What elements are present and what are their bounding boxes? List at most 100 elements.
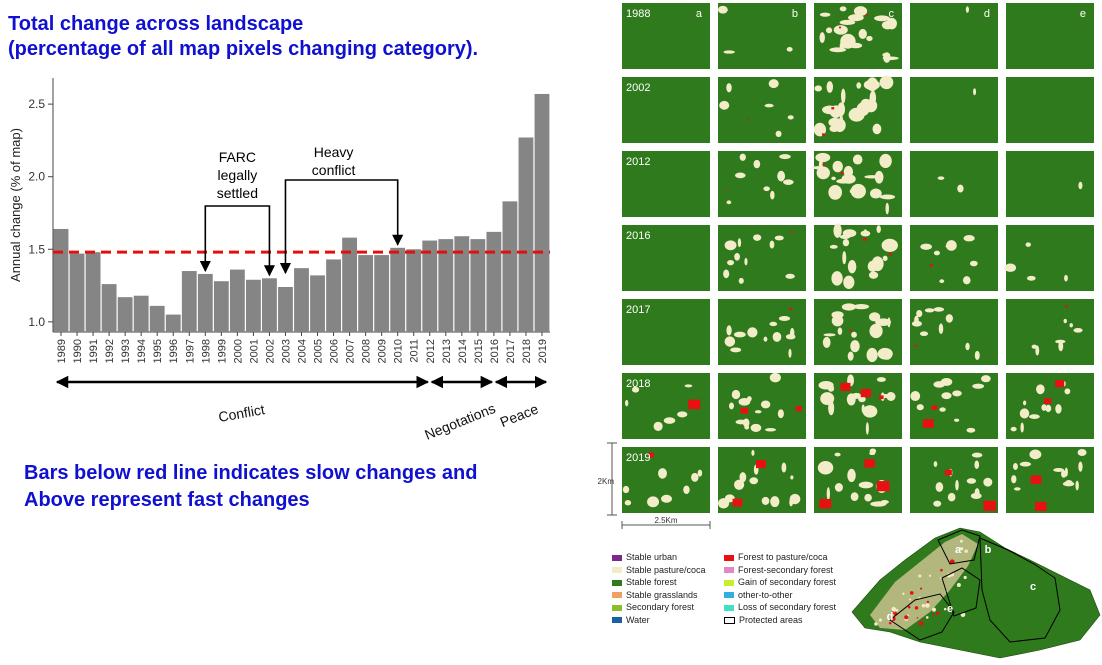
- map-tile: [813, 75, 902, 143]
- pasture-patch: [882, 255, 888, 262]
- pasture-patch: [850, 183, 866, 199]
- overview-patch: [904, 615, 909, 620]
- pasture-patch: [853, 6, 868, 17]
- pasture-patch: [772, 331, 782, 342]
- pasture-patch: [734, 172, 746, 179]
- overview-region: [851, 527, 1101, 659]
- pasture-patch: [866, 347, 878, 363]
- map-row-label: 2018: [626, 378, 650, 390]
- pasture-patch: [850, 340, 860, 353]
- overview-map: a b c d e: [851, 527, 1101, 659]
- pasture-patch: [957, 184, 964, 193]
- pasture-patch: [966, 478, 977, 484]
- pasture-patch: [969, 260, 978, 267]
- forest-loss-patch: [740, 407, 749, 414]
- map-tile: [814, 299, 902, 365]
- map-tile-background: [1006, 3, 1094, 69]
- overview-patch: [936, 611, 940, 615]
- pasture-patch: [879, 153, 892, 169]
- bar-chart: 1.0 1.5 2.0 2.5 Annual change (% of map) 1989…: [8, 78, 550, 443]
- overview-patch: [914, 606, 919, 610]
- pasture-patch: [751, 449, 755, 456]
- bar: [85, 252, 101, 332]
- pasture-patch: [946, 240, 957, 251]
- map-tile-background: [718, 225, 806, 291]
- overview-patch: [925, 616, 929, 619]
- pasture-patch: [789, 493, 801, 505]
- x-tick-label: 2016: [489, 339, 501, 363]
- map-tile-background: [1006, 77, 1094, 143]
- map-tile: [1006, 151, 1094, 217]
- map-tile-background: [622, 299, 710, 365]
- pasture-patch: [724, 336, 736, 347]
- bar: [197, 273, 213, 332]
- legend-item: Gain of secondary forest: [724, 577, 836, 587]
- x-tick-label: 1998: [200, 339, 212, 363]
- pasture-patch: [663, 417, 676, 424]
- y-tick-label: 1.5: [28, 242, 45, 256]
- pasture-patch: [764, 103, 774, 108]
- annotation-label-heavy-conflict: conflict: [312, 162, 356, 178]
- map-tile-background: [910, 447, 998, 513]
- pasture-patch: [940, 377, 953, 386]
- pasture-patch: [724, 494, 735, 503]
- pasture-patch: [1045, 404, 1052, 413]
- bar: [310, 275, 325, 332]
- pasture-patch: [769, 321, 778, 327]
- protected-area-outline: [979, 537, 1061, 643]
- forest-loss-patch: [849, 329, 852, 332]
- map-tile-background: [910, 77, 998, 143]
- overview-region-label: c: [1030, 581, 1036, 593]
- legend-label: Protected areas: [739, 614, 803, 625]
- x-tick-label: 2003: [280, 339, 292, 363]
- pasture-patch: [754, 410, 762, 414]
- pasture-patch: [938, 323, 944, 335]
- pasture-patch: [839, 6, 847, 12]
- forest-loss-patch: [878, 395, 884, 400]
- x-tick-label: 1995: [152, 339, 164, 363]
- forest-loss-patch: [1035, 501, 1047, 511]
- forest-loss-patch: [1044, 398, 1052, 404]
- forest-loss-patch: [840, 382, 851, 391]
- pasture-patch: [866, 77, 879, 92]
- x-tick-label: 2009: [377, 339, 389, 363]
- pasture-patch: [814, 85, 822, 92]
- pasture-patch: [781, 462, 787, 473]
- pasture-patch: [881, 349, 893, 360]
- pasture-patch: [882, 56, 899, 61]
- legend-label: Secondary forest: [626, 602, 695, 612]
- forest-loss-patch: [831, 107, 835, 110]
- pasture-patch: [677, 411, 688, 418]
- pasture-patch: [1026, 275, 1036, 281]
- annotation-label-farc: settled: [217, 185, 258, 201]
- overview-region-label: b: [985, 544, 992, 556]
- overview-patch: [928, 574, 932, 577]
- pasture-patch: [876, 377, 886, 382]
- pasture-patch: [818, 380, 834, 390]
- pasture-patch: [849, 42, 863, 49]
- map-column-label: d: [984, 8, 990, 20]
- pasture-patch: [734, 252, 740, 261]
- pasture-patch: [882, 52, 891, 58]
- pasture-patch: [868, 312, 881, 322]
- forest-loss-patch: [828, 315, 830, 317]
- overview-patch: [891, 606, 897, 612]
- pasture-patch: [843, 229, 853, 234]
- annotation-bracket-farc: [199, 205, 276, 277]
- legend-swatch: [724, 616, 735, 624]
- map-tile: d: [910, 3, 998, 69]
- bar: [358, 255, 374, 332]
- x-tick-label: 1996: [168, 339, 180, 363]
- pasture-patch: [1028, 414, 1040, 419]
- forest-loss-patch: [929, 264, 933, 267]
- pasture-patch: [826, 81, 834, 93]
- pasture-patch: [684, 384, 693, 388]
- pasture-patch: [775, 130, 782, 138]
- x-tick-label: 1994: [136, 339, 148, 363]
- pasture-patch: [1063, 318, 1067, 324]
- pasture-patch: [885, 202, 889, 215]
- pasture-patch: [723, 50, 735, 54]
- pasture-patch: [846, 393, 856, 406]
- chart-note: Bars below red line indicates slow chang…: [24, 460, 477, 514]
- map-row-label: 2019: [626, 452, 650, 464]
